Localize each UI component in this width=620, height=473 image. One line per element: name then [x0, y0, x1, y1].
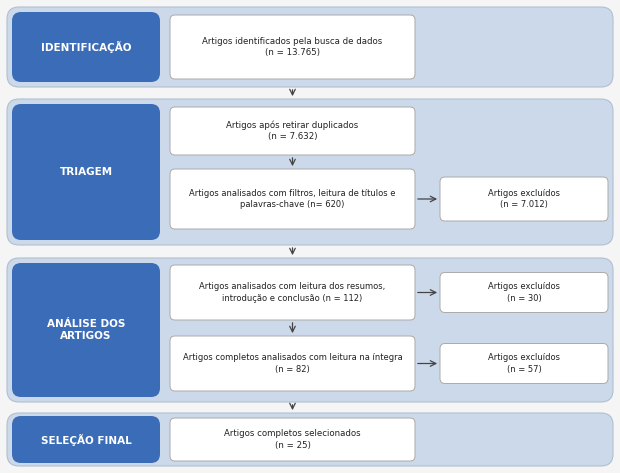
FancyBboxPatch shape — [7, 413, 613, 466]
FancyBboxPatch shape — [7, 258, 613, 402]
FancyBboxPatch shape — [12, 416, 160, 463]
FancyBboxPatch shape — [12, 263, 160, 397]
FancyBboxPatch shape — [12, 104, 160, 240]
Text: Artigos excluídos
(n = 57): Artigos excluídos (n = 57) — [488, 353, 560, 374]
Text: TRIAGEM: TRIAGEM — [60, 167, 113, 177]
FancyBboxPatch shape — [170, 169, 415, 229]
FancyBboxPatch shape — [440, 272, 608, 313]
FancyBboxPatch shape — [12, 12, 160, 82]
Text: SELEÇÃO FINAL: SELEÇÃO FINAL — [41, 433, 131, 446]
FancyBboxPatch shape — [170, 265, 415, 320]
Text: IDENTIFICAÇÃO: IDENTIFICAÇÃO — [41, 41, 131, 53]
FancyBboxPatch shape — [170, 107, 415, 155]
Text: Artigos excluídos
(n = 7.012): Artigos excluídos (n = 7.012) — [488, 189, 560, 209]
Text: Artigos após retirar duplicados
(n = 7.632): Artigos após retirar duplicados (n = 7.6… — [226, 121, 358, 141]
Text: ANÁLISE DOS
ARTIGOS: ANÁLISE DOS ARTIGOS — [47, 319, 125, 342]
Text: Artigos completos selecionados
(n = 25): Artigos completos selecionados (n = 25) — [224, 429, 361, 450]
FancyBboxPatch shape — [170, 15, 415, 79]
FancyBboxPatch shape — [170, 336, 415, 391]
FancyBboxPatch shape — [440, 177, 608, 221]
FancyBboxPatch shape — [440, 343, 608, 384]
FancyBboxPatch shape — [7, 99, 613, 245]
Text: Artigos analisados com leitura dos resumos,
introdução e conclusão (n = 112): Artigos analisados com leitura dos resum… — [200, 282, 386, 303]
Text: Artigos identificados pela busca de dados
(n = 13.765): Artigos identificados pela busca de dado… — [202, 37, 383, 57]
FancyBboxPatch shape — [170, 418, 415, 461]
FancyBboxPatch shape — [7, 7, 613, 87]
Text: Artigos excluídos
(n = 30): Artigos excluídos (n = 30) — [488, 282, 560, 303]
Text: Artigos analisados com filtros, leitura de títulos e
palavras-chave (n= 620): Artigos analisados com filtros, leitura … — [189, 189, 396, 209]
Text: Artigos completos analisados com leitura na íntegra
(n = 82): Artigos completos analisados com leitura… — [183, 353, 402, 374]
